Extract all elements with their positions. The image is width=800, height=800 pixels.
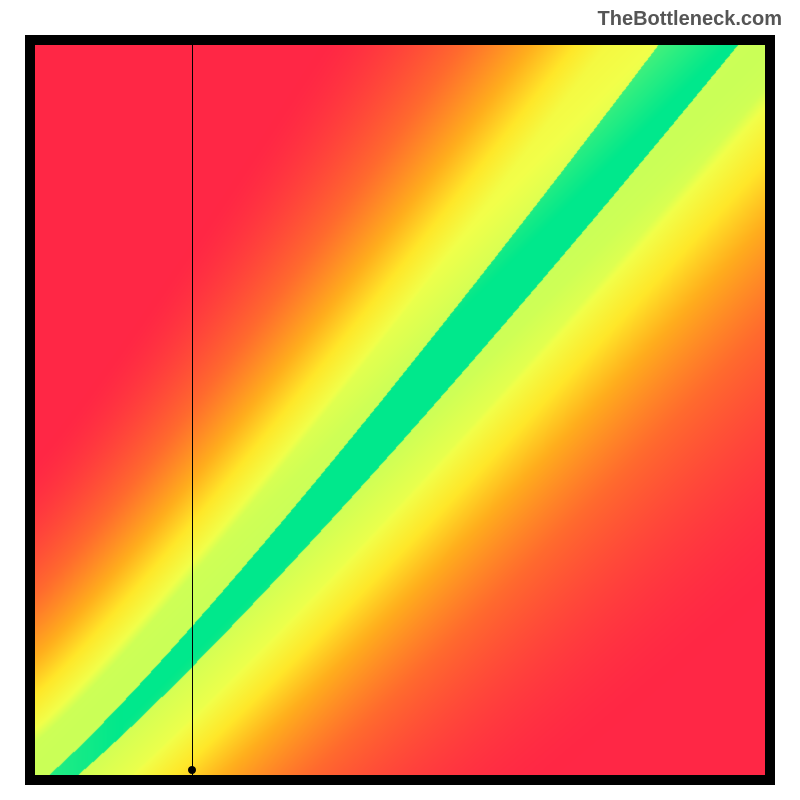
heatmap-plot	[35, 45, 765, 775]
crosshair-dot	[188, 766, 196, 774]
crosshair-vertical	[192, 45, 193, 775]
chart-frame	[25, 35, 775, 785]
heatmap-canvas	[35, 45, 765, 775]
watermark-text: TheBottleneck.com	[598, 8, 782, 31]
